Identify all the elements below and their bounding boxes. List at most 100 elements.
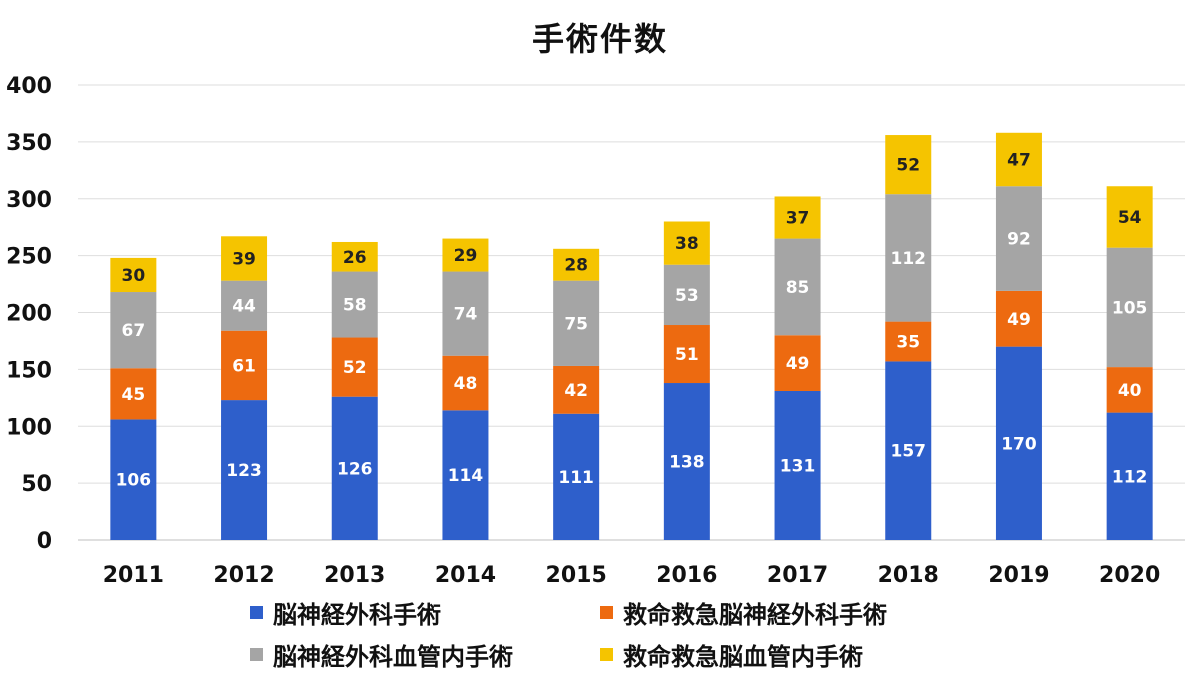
x-tick-label: 2020 [1099, 563, 1160, 588]
bar-segment [885, 361, 932, 540]
data-label: 92 [1007, 230, 1031, 250]
data-label: 49 [1007, 310, 1031, 330]
bar-segment [110, 292, 157, 369]
data-label: 105 [1112, 298, 1148, 318]
bar-segment [442, 271, 489, 356]
x-tick-label: 2013 [324, 563, 385, 588]
y-tick-label: 300 [6, 188, 52, 213]
x-tick-label: 2019 [988, 563, 1049, 588]
bar-segment [995, 132, 1042, 187]
bar-segment [995, 346, 1042, 540]
data-label: 53 [675, 286, 699, 306]
y-tick-label: 0 [37, 529, 52, 554]
data-label: 40 [1118, 381, 1142, 401]
data-label: 35 [896, 333, 920, 353]
y-tick-label: 250 [6, 245, 52, 270]
data-label: 74 [454, 305, 478, 325]
bar-segment [221, 280, 268, 331]
bar-segment [663, 264, 710, 326]
data-label: 49 [786, 354, 810, 374]
bar-segment [331, 241, 378, 272]
legend-item: 脳神経外科血管内手術 [250, 636, 600, 672]
legend-swatch [600, 605, 613, 619]
bar-segment [1106, 367, 1153, 413]
bar-segment [995, 290, 1042, 347]
bar-segment [1106, 247, 1153, 368]
x-tick-label: 2018 [878, 563, 939, 588]
chart-plot: 0 50 100 150 200 250 300 350 400 106 45 67 30 2011 123… [6, 74, 1185, 588]
x-tick-label: 2017 [767, 563, 828, 588]
bar-segment [663, 325, 710, 384]
bar-segment [553, 280, 600, 366]
bar-segment [774, 196, 821, 239]
bar-segment [885, 321, 932, 362]
legend-label: 救命救急脳血管内手術 [623, 642, 863, 671]
data-label: 30 [122, 266, 146, 286]
data-label: 61 [232, 356, 256, 376]
data-label: 51 [675, 345, 699, 365]
legend-item: 救命救急脳血管内手術 [600, 636, 1000, 672]
data-label: 114 [448, 466, 484, 486]
data-label: 58 [343, 296, 367, 316]
bar-segment [331, 337, 378, 397]
bar-segment [442, 355, 489, 411]
bar-segment [331, 396, 378, 540]
data-label: 44 [232, 297, 256, 317]
data-label: 138 [669, 453, 705, 473]
data-label: 37 [786, 209, 810, 229]
chart-title: 手術件数 [531, 20, 668, 58]
data-label: 111 [558, 468, 594, 488]
bar-segment [774, 335, 821, 391]
bar-segment [110, 419, 157, 540]
legend-item: 救命救急脳神経外科手術 [600, 594, 1000, 630]
data-label: 157 [891, 442, 927, 462]
bar-segment [110, 368, 157, 420]
data-label: 106 [116, 471, 152, 491]
data-label: 170 [1001, 434, 1037, 454]
data-label: 112 [891, 249, 927, 269]
x-tick-label: 2012 [213, 563, 274, 588]
bar-segment [553, 248, 600, 281]
data-label: 48 [454, 374, 478, 394]
data-label: 29 [454, 246, 478, 266]
bar-segment [221, 400, 268, 540]
legend-label: 脳神経外科血管内手術 [273, 642, 513, 671]
y-tick-label: 150 [6, 358, 52, 383]
y-tick-label: 200 [6, 302, 52, 327]
y-tick-label: 100 [6, 415, 52, 440]
bar-segment [553, 413, 600, 540]
data-label: 54 [1118, 208, 1142, 228]
legend-swatch [250, 605, 263, 619]
y-tick-label: 50 [21, 472, 52, 497]
bar-segment [885, 135, 932, 195]
data-label: 123 [226, 461, 262, 481]
bar-segment [1106, 412, 1153, 540]
bar-segment [663, 383, 710, 540]
data-label: 47 [1007, 151, 1031, 171]
legend-item: 脳神経外科手術 [250, 594, 600, 630]
x-tick-label: 2011 [103, 563, 164, 588]
bar-segment [110, 257, 157, 293]
legend: 脳神経外科手術 救命救急脳神経外科手術脳神経外科血管内手術 救命救急脳血管内手術 [250, 594, 1010, 672]
bar-segment [221, 236, 268, 281]
bar-segment [1106, 186, 1153, 248]
data-label: 52 [896, 156, 920, 176]
data-label: 45 [122, 385, 146, 405]
bar-segment [221, 330, 268, 401]
bar-segment [774, 390, 821, 540]
legend-swatch [250, 647, 263, 661]
bar-segment [995, 186, 1042, 291]
bar-segment [331, 271, 378, 338]
bar-segment [442, 238, 489, 272]
data-label: 39 [232, 249, 256, 269]
x-tick-label: 2015 [546, 563, 607, 588]
bar-segment [774, 238, 821, 336]
legend-swatch [600, 647, 613, 661]
legend-label: 脳神経外科手術 [273, 600, 441, 629]
data-label: 112 [1112, 467, 1148, 487]
data-label: 67 [122, 321, 146, 341]
x-tick-label: 2016 [656, 563, 717, 588]
bar-segment [442, 410, 489, 540]
y-tick-label: 400 [6, 74, 52, 99]
